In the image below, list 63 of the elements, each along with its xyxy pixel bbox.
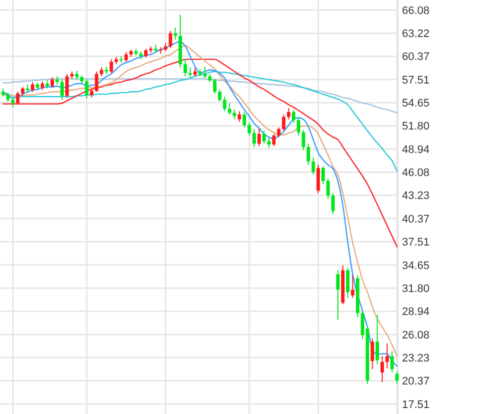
candlestick [385,342,389,369]
candlestick [184,58,187,77]
candlestick [238,110,242,122]
candlestick [85,79,88,99]
candlestick [302,129,306,151]
candlestick [16,91,20,106]
candlestick [252,128,256,148]
candlestick [312,156,315,176]
y-tick-label: 28.94 [402,306,430,318]
candlestick [222,96,226,112]
y-tick-label: 48.94 [402,144,430,156]
candlestick [174,27,178,40]
candlestick [242,112,246,128]
y-tick-label: 66.08 [402,4,430,17]
y-tick-label: 17.51 [402,398,430,411]
candlestick [272,133,276,147]
candlestick [267,138,271,148]
candlestick [94,70,98,92]
candlestick [282,114,286,132]
y-tick-label: 54.65 [402,98,430,110]
candlestick [350,274,354,298]
candlestick [30,82,34,92]
candlestick [370,338,374,370]
candlestick [248,122,251,136]
candlestick [257,128,261,147]
candlestick [11,96,15,108]
candlestick [110,58,114,74]
y-tick-label: 51.80 [402,120,430,133]
candlestick [188,66,192,78]
y-tick-label: 57.51 [402,74,430,86]
y-tick-label: 37.51 [402,236,430,249]
y-tick-label: 43.23 [402,190,430,202]
candlestick [124,52,128,62]
candlestick [336,270,340,320]
line-series [2,70,398,172]
candlestick [380,356,384,383]
candlestick [213,78,216,94]
candlestick [168,30,172,48]
candlestick [277,126,281,138]
candlestick [316,164,320,194]
candlestick [50,76,54,88]
candlestick [228,102,232,115]
y-tick-label: 34.65 [402,260,430,272]
y-tick-label: 20.37 [402,376,430,388]
candlestick [376,314,380,365]
candlestick [203,66,207,78]
candlestick [390,350,394,373]
candlestick [60,79,64,100]
y-tick-label: 40.37 [402,213,430,226]
y-tick-label: 31.80 [402,282,430,295]
candlestick [321,166,325,185]
candlestick [286,107,290,120]
y-tick-label: 23.23 [402,352,430,364]
candlestick [306,143,310,166]
candlestick [218,88,222,102]
y-tick-label: 26.08 [402,329,430,342]
candlestick [346,267,350,298]
candlestick [292,109,296,124]
line-series [2,58,398,248]
y-tick-label: 46.08 [402,167,430,180]
candlestick [326,178,330,200]
y-tick-label: 63.22 [402,28,430,40]
y-tick-label: 60.37 [402,51,430,64]
